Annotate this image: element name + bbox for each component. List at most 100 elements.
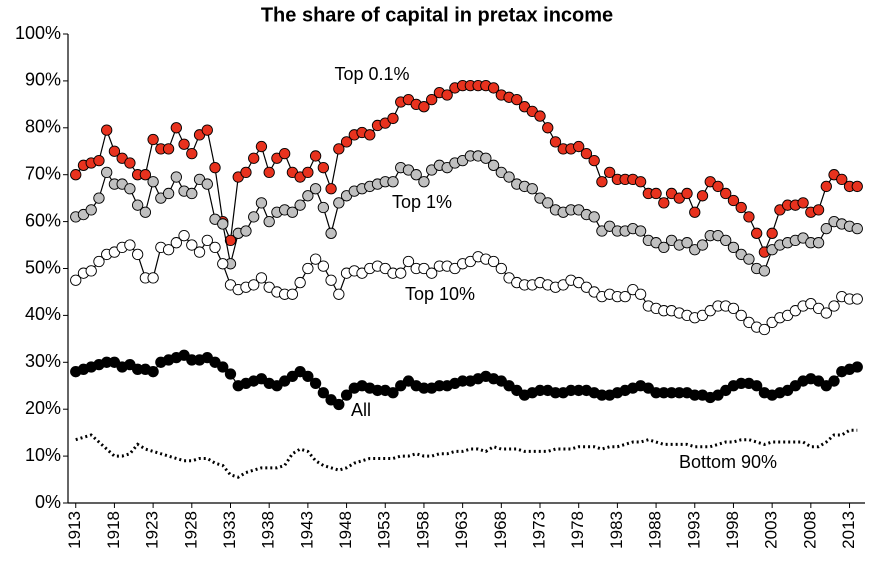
x-tick-label: 1993 (684, 511, 703, 549)
y-tick-label: 70% (25, 163, 61, 183)
series (70, 230, 863, 336)
data-point (309, 183, 322, 195)
data-point (402, 255, 415, 268)
data-point (93, 255, 105, 268)
data-point (735, 309, 747, 322)
data-point (224, 234, 237, 247)
data-point (333, 197, 345, 209)
data-point (178, 230, 190, 242)
data-point (758, 323, 771, 336)
x-tick-label: 1958 (413, 511, 432, 549)
series-label: Top 0.1% (334, 64, 409, 84)
data-point (333, 288, 345, 300)
x-tick-label: 2003 (762, 511, 781, 549)
series-line (75, 428, 858, 479)
data-point (820, 180, 832, 193)
x-tick-label: 1933 (220, 511, 239, 549)
data-point (302, 262, 314, 275)
x-tick-label: 1918 (104, 511, 123, 549)
data-point (255, 272, 268, 284)
data-point (101, 124, 113, 136)
data-point (828, 375, 840, 387)
data-point (139, 169, 152, 181)
data-point (426, 267, 438, 279)
data-point (209, 241, 221, 254)
data-point (317, 387, 329, 399)
data-point (820, 307, 832, 319)
data-point (812, 204, 825, 216)
data-point (85, 204, 97, 216)
data-point (70, 274, 82, 286)
data-point (333, 398, 345, 411)
data-point (201, 124, 213, 136)
y-tick-label: 10% (25, 445, 61, 465)
data-point (147, 272, 159, 284)
data-point (108, 145, 121, 157)
data-point (93, 192, 105, 204)
data-point (696, 190, 709, 202)
data-point (147, 133, 159, 146)
series (70, 150, 863, 277)
data-point (248, 152, 260, 164)
data-point (727, 241, 740, 254)
data-point (658, 241, 670, 254)
data-point (201, 234, 213, 247)
data-point (712, 180, 724, 193)
data-point (162, 187, 175, 200)
data-point (495, 262, 507, 275)
data-point (240, 225, 252, 237)
series-label: Bottom 90% (679, 452, 777, 472)
data-point (139, 206, 152, 218)
data-point (131, 248, 144, 261)
data-point (851, 222, 863, 235)
data-point (186, 239, 198, 251)
x-tick-label: 1998 (723, 511, 742, 549)
data-point (727, 302, 740, 315)
data-point (797, 197, 809, 209)
data-point (170, 237, 182, 249)
data-point (201, 178, 213, 190)
data-point (634, 176, 647, 188)
data-point (387, 176, 399, 188)
y-tick-label: 90% (25, 70, 61, 90)
data-point (186, 147, 198, 160)
data-point (418, 176, 430, 188)
x-tick-label: 1973 (529, 511, 548, 549)
data-point (387, 387, 399, 399)
x-tick-label: 1923 (143, 511, 162, 549)
data-point (542, 197, 554, 209)
data-point (549, 136, 562, 148)
y-tick-label: 0% (35, 492, 61, 512)
y-tick-label: 30% (25, 351, 61, 371)
data-point (743, 211, 755, 223)
data-point (487, 82, 500, 94)
data-point (317, 260, 329, 272)
series (70, 79, 863, 258)
data-point (170, 122, 182, 134)
data-point (286, 206, 299, 218)
data-point (751, 380, 763, 392)
data-point (743, 253, 755, 265)
y-tick-label: 40% (25, 304, 61, 324)
data-point (619, 290, 631, 303)
data-point (302, 370, 314, 383)
data-point (851, 293, 863, 305)
data-point (441, 89, 453, 101)
x-tick-label: 1913 (65, 511, 84, 549)
data-point (317, 201, 329, 214)
data-point (178, 138, 190, 150)
x-tick-label: 1953 (375, 511, 394, 549)
data-point (387, 112, 399, 125)
data-point (658, 197, 670, 209)
chart-title: The share of capital in pretax income (261, 4, 613, 26)
data-point (410, 169, 422, 181)
data-point (124, 157, 136, 169)
series (70, 349, 863, 411)
data-point (147, 366, 159, 378)
x-tick-label: 1983 (607, 511, 626, 549)
data-point (162, 244, 175, 256)
data-point (217, 361, 229, 373)
data-point (325, 183, 337, 195)
data-point (604, 166, 616, 179)
data-point (696, 239, 709, 251)
